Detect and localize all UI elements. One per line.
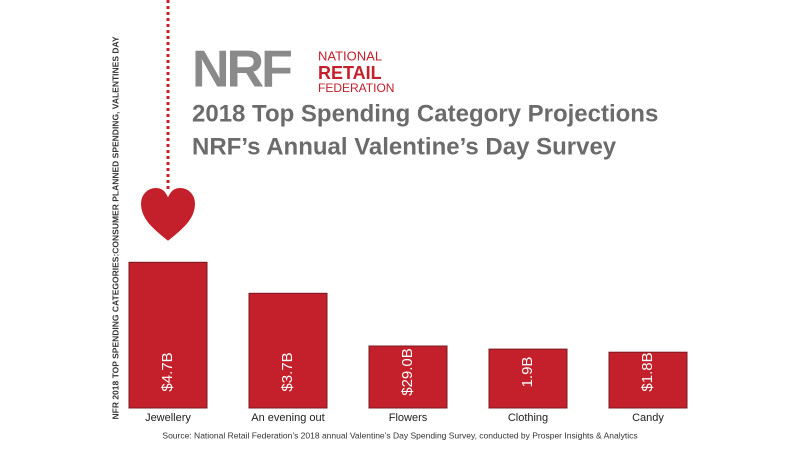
logo-mark: NRF <box>192 41 291 99</box>
logo: NRF NATIONAL RETAIL FEDERATION <box>192 41 394 99</box>
source-note: Source: National Retail Federation’s 201… <box>162 430 637 440</box>
value-label: $3.7B <box>279 352 296 391</box>
logo-line: RETAIL <box>318 63 382 83</box>
value-label: $29.0B <box>399 348 416 396</box>
x-tick-label: Jewellery <box>145 412 191 424</box>
chart-title: NRF’s Annual Valentine’s Day Survey <box>192 133 617 160</box>
value-label: 1.9B <box>519 357 536 388</box>
x-tick-label: Candy <box>632 412 664 424</box>
value-label: $1.8B <box>639 352 656 391</box>
bar <box>488 348 568 409</box>
value-label: $4.7B <box>159 352 176 391</box>
bar <box>128 261 208 409</box>
x-tick-label: Clothing <box>508 412 548 424</box>
logo-line: FEDERATION <box>318 81 394 95</box>
x-tick-label: Flowers <box>389 412 428 424</box>
heart <box>138 185 198 244</box>
y-axis-label: NFR 2018 TOP SPENDING CATEGORIES:CONSUME… <box>110 36 120 419</box>
bar <box>368 345 448 409</box>
x-tick-label: An evening out <box>251 412 324 424</box>
bar <box>248 292 328 409</box>
bar <box>608 351 688 409</box>
logo-line: NATIONAL <box>318 48 382 63</box>
chart-title: 2018 Top Spending Category Projections <box>192 100 658 127</box>
